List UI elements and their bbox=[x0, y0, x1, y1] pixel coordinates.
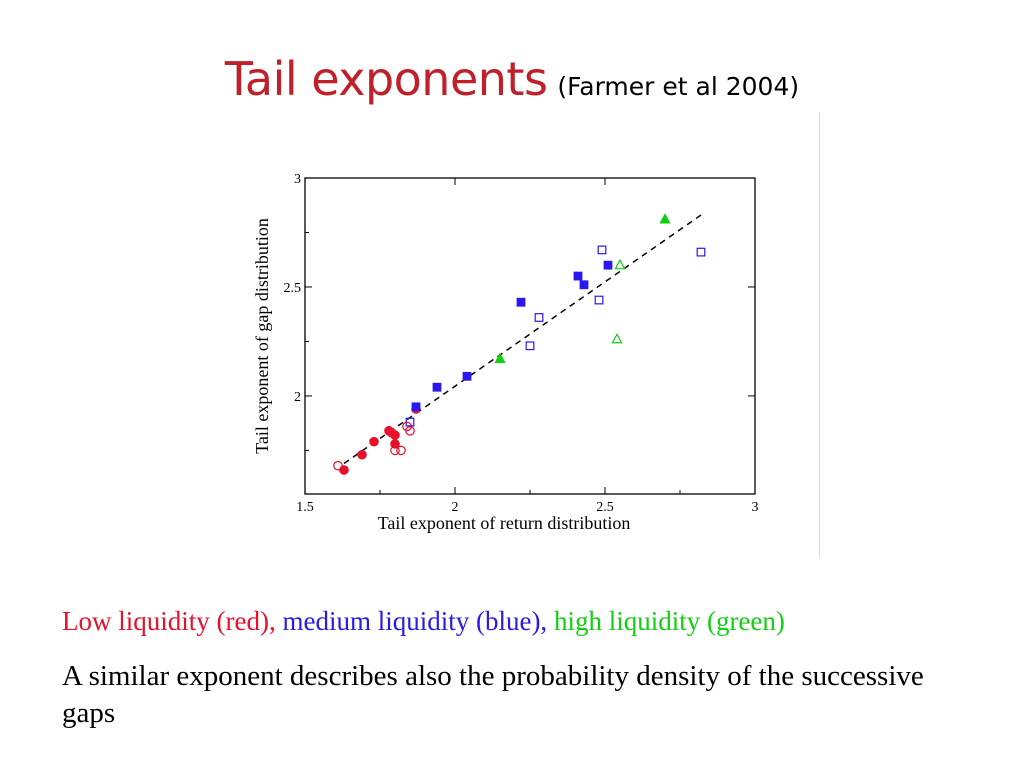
title-citation: (Farmer et al 2004) bbox=[557, 72, 800, 101]
red-circle-point bbox=[369, 436, 379, 447]
blue-square-point bbox=[573, 271, 583, 281]
plot-frame bbox=[304, 177, 756, 495]
data-points bbox=[333, 213, 706, 475]
red-circle-point bbox=[333, 460, 343, 471]
slide-title: Tail exponents (Farmer et al 2004) bbox=[0, 52, 1024, 106]
blue-square-point bbox=[411, 402, 421, 412]
blue-square-point bbox=[405, 417, 415, 427]
y-tick-label: 3 bbox=[294, 172, 301, 187]
blue-square-point bbox=[432, 382, 442, 392]
x-axis-label: Tail exponent of return distribution bbox=[378, 513, 631, 533]
x-tick-label: 1.5 bbox=[296, 500, 314, 515]
y-tick-label: 2 bbox=[294, 390, 301, 405]
legend-high: high liquidity (green) bbox=[553, 606, 785, 636]
x-tick-label: 3 bbox=[752, 500, 759, 515]
red-circle-point bbox=[390, 445, 400, 456]
axis-ticks: 1.5 2 2.5 3 2 2.5 3 bbox=[284, 172, 759, 515]
green-triangle-point bbox=[614, 258, 626, 270]
title-main: Tail exponents bbox=[224, 52, 548, 106]
blue-square-point bbox=[597, 245, 607, 255]
red-circle-point bbox=[357, 449, 367, 460]
note-text: A similar exponent describes also the pr… bbox=[62, 660, 924, 729]
legend-medium: medium liquidity (blue), bbox=[282, 606, 548, 636]
x-tick-label: 2 bbox=[452, 500, 459, 515]
red-circle-point bbox=[387, 428, 397, 438]
y-axis-label: Tail exponent of gap distribution bbox=[252, 218, 272, 454]
green-triangle-point bbox=[494, 352, 506, 363]
vertical-divider bbox=[819, 112, 820, 558]
fit-line bbox=[343, 214, 702, 465]
blue-square-point bbox=[603, 260, 613, 270]
blue-square-point bbox=[696, 247, 706, 257]
blue-square-point bbox=[525, 341, 535, 351]
blue-square-point bbox=[516, 297, 526, 307]
red-circle-point bbox=[405, 425, 415, 436]
blue-square-point bbox=[579, 280, 589, 290]
legend-low: Low liquidity (red), bbox=[62, 606, 276, 636]
liquidity-legend: Low liquidity (red), medium liquidity (b… bbox=[62, 606, 785, 637]
scatter-chart: 1.5 2 2.5 3 2 2.5 3 Tail exponent of return di… bbox=[252, 172, 759, 533]
y-tick-label: 2.5 bbox=[284, 281, 302, 296]
blue-square-point bbox=[594, 295, 604, 305]
green-triangle-point bbox=[611, 333, 623, 344]
red-circle-point bbox=[339, 465, 349, 475]
blue-square-point bbox=[534, 313, 544, 322]
blue-square-point bbox=[462, 371, 472, 381]
x-tick-label: 2.5 bbox=[596, 500, 614, 515]
green-triangle-point bbox=[659, 213, 671, 224]
red-circle-point bbox=[396, 445, 406, 456]
